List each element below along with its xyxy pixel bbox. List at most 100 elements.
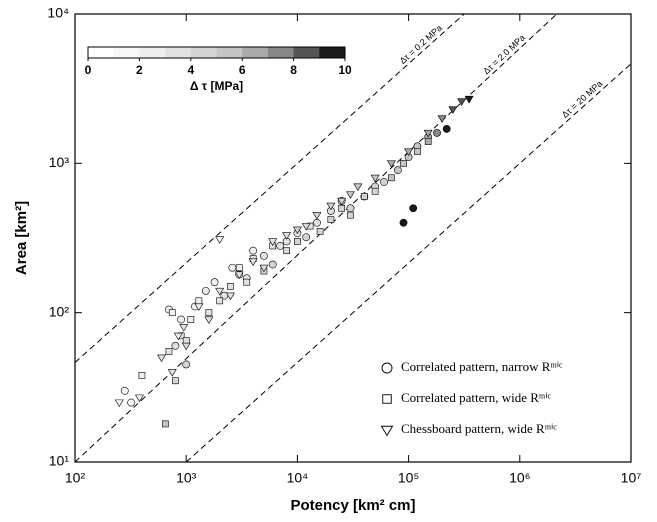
point [337,197,347,206]
legend-marker [382,394,392,404]
point [215,236,225,244]
point [371,187,379,195]
point [393,166,402,175]
point [195,297,203,305]
reference-line-label: Δτ = 20 MPa [560,78,605,119]
point [433,128,441,137]
point [165,348,173,355]
colorbar-tick-label: 10 [338,63,352,77]
point [168,309,176,317]
point [301,223,311,231]
point [370,174,380,183]
point [234,271,244,280]
x-tick-label: 10³ [176,470,197,486]
y-tick-label: 10² [49,303,70,319]
point [114,399,124,408]
point [249,246,258,255]
point [414,148,421,155]
x-tick-label: 10⁴ [287,470,309,486]
point [464,95,474,104]
point [294,238,301,245]
point [182,337,190,344]
plot-frame [74,13,632,463]
point [313,218,321,227]
point [228,263,237,272]
point [171,341,180,350]
point [248,258,258,267]
point [227,283,234,290]
colorbar-tick-label: 4 [187,63,194,77]
point [215,287,225,296]
point [157,354,167,363]
point [292,226,302,235]
colorbar-swatch [113,47,140,58]
point [120,386,129,395]
colorbar-tick-label: 2 [136,63,143,77]
legend-label: Correlated pattern, wide Rᵐⁱᶜ [401,390,552,405]
colorbar-swatch [319,47,346,58]
colorbar-tick-label: 6 [239,63,246,77]
point [283,247,290,255]
colorbar-label: Δ τ [MPa] [190,79,243,93]
legend-label: Chessboard pattern, wide Rᵐⁱᶜ [401,421,557,436]
x-tick-label: 10⁵ [398,470,419,486]
point [138,372,146,379]
point [346,204,355,213]
point [194,303,204,312]
point [437,115,447,123]
point [235,264,243,272]
colorbar-swatch [293,47,320,58]
point [327,216,335,223]
legend-marker [381,362,393,374]
colorbar-tick-label: 8 [290,63,297,77]
point [360,193,368,200]
point [216,297,224,305]
reference-lines [75,14,631,462]
point [205,309,213,317]
colorbar-swatch [165,47,192,58]
x-tick-label: 10² [65,470,86,486]
colorbar-swatch [216,47,243,58]
x-tick-label: 10⁷ [621,470,642,486]
point [316,228,324,235]
point [182,360,191,369]
reference-line-label: Δτ = 2.0 MPa [481,33,527,77]
point [134,394,144,403]
point [282,232,292,240]
point [380,178,388,186]
point [225,292,235,301]
colorbar-frame [87,46,346,59]
point [409,204,418,213]
point [400,159,407,167]
point [302,233,311,242]
point [259,264,269,273]
colorbar-swatch [242,47,269,58]
point [423,129,433,138]
point [347,211,354,219]
x-tick-label: 10⁶ [509,470,530,486]
reference-line [75,14,465,363]
colorbar-swatch [267,47,294,58]
points [114,95,474,428]
colorbar-swatch [88,47,114,58]
point [181,342,191,351]
point [345,191,355,199]
legend-label: Correlated pattern, narrow Rᵐⁱᶜ [401,359,563,374]
point [172,377,179,385]
reference-line-label: Δτ = 0.2 MPa [398,23,444,66]
colorbar-tick-label: 0 [85,63,92,77]
point [388,174,395,182]
legend-marker [380,425,394,437]
point [404,148,414,157]
point [167,369,177,377]
point [162,420,169,428]
point [424,138,432,145]
point [399,218,408,227]
point [448,106,458,114]
point [210,278,219,287]
point [276,241,285,250]
y-tick-label: 10¹ [49,453,70,469]
colorbar-swatch [190,47,217,58]
point [386,160,396,168]
point [177,315,186,324]
